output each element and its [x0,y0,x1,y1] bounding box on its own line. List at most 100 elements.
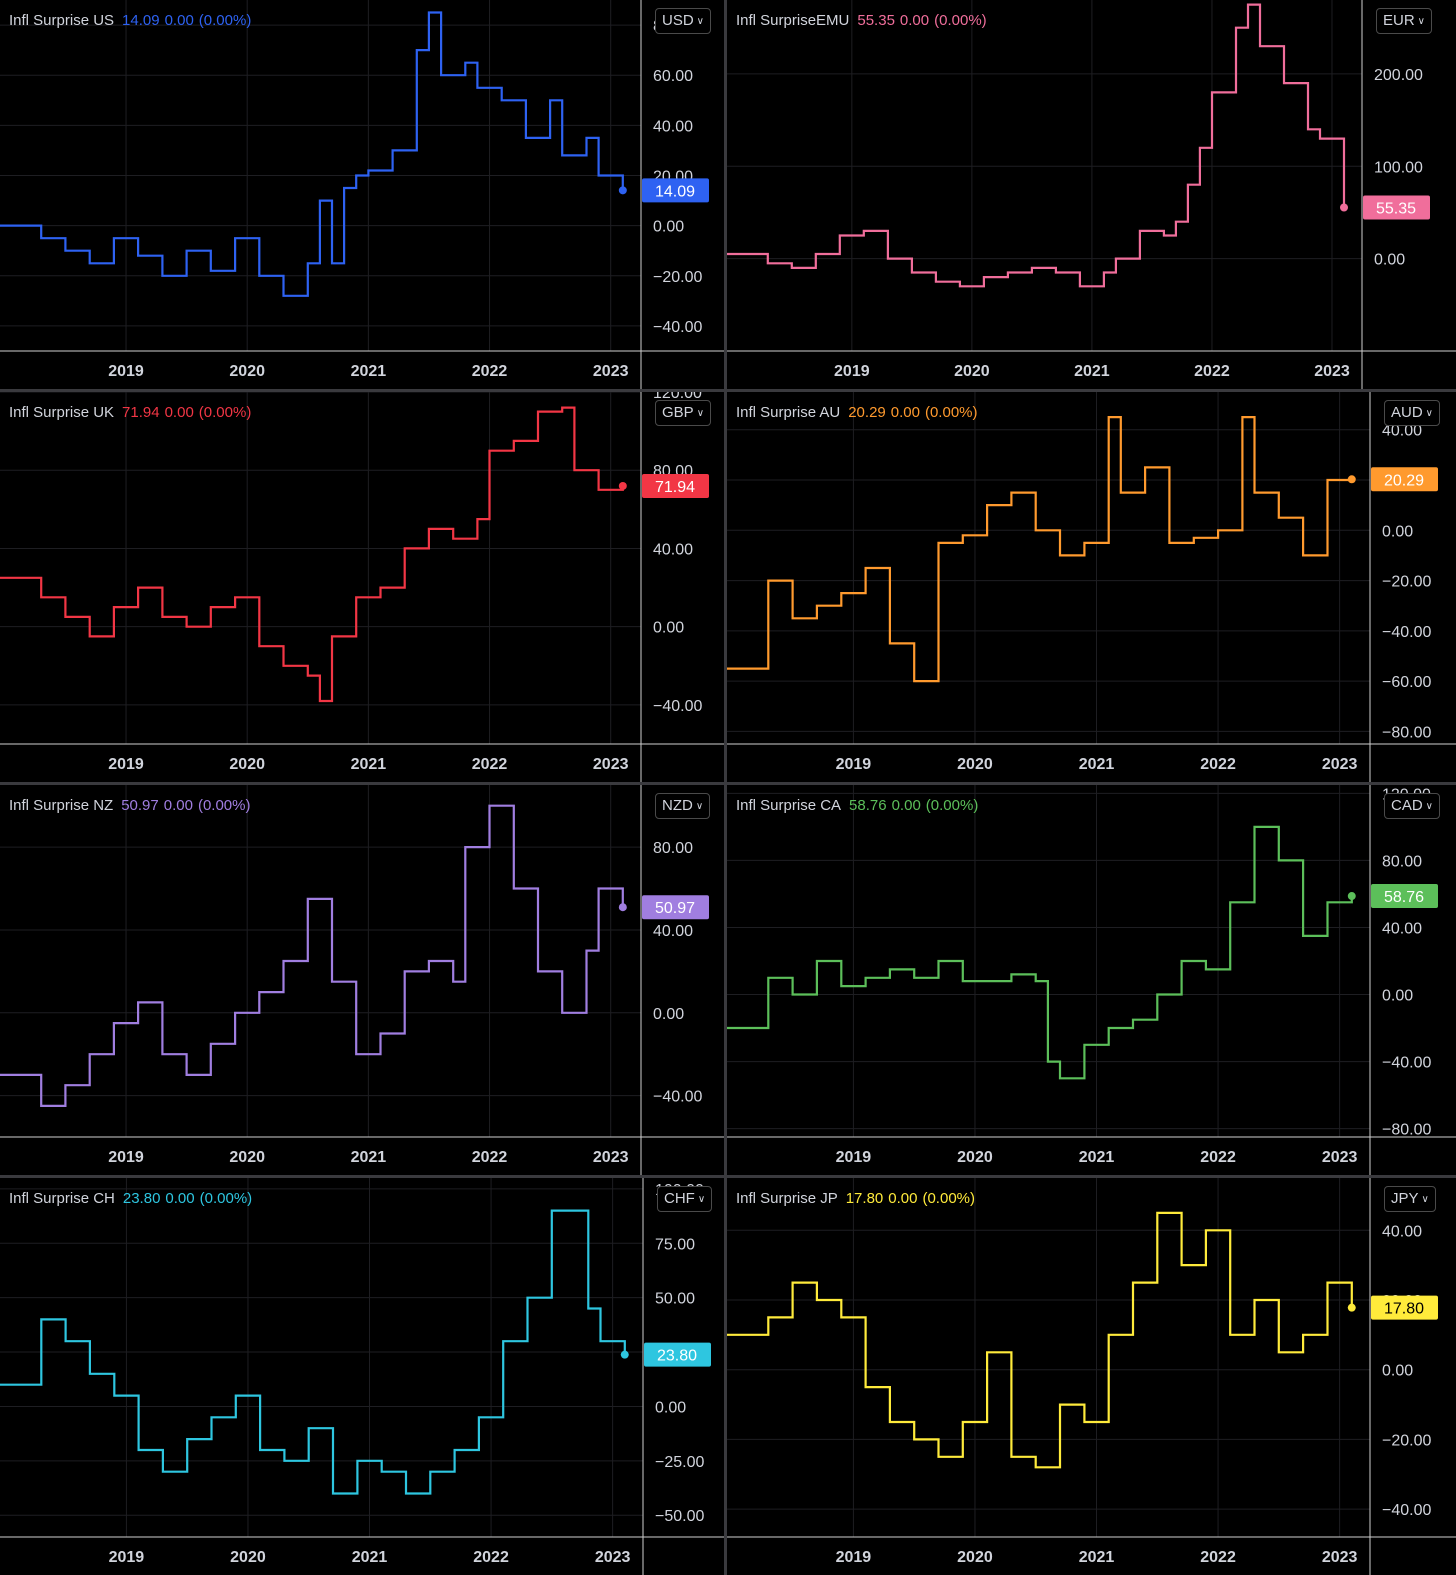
x-tick-label: 2023 [593,756,629,773]
currency-selector-chf[interactable]: CHF ∨ [657,1186,713,1212]
chevron-down-icon: ∨ [697,1194,706,1205]
legend-change-pct: (0.00%) [197,797,251,814]
y-tick-label: 40.00 [653,541,693,558]
y-tick-label: −40.00 [1382,624,1431,641]
legend-change: 0.00 [899,12,930,29]
legend-symbol: Infl Surprise AU [736,404,841,421]
price-label-chf: 23.80 [644,1342,711,1367]
chart-panel-gbp: 120.00 80.00 40.00 0.00 −40.00 2019 2020 2021 20… [0,392,724,782]
x-tick-label: 2021 [1079,756,1115,773]
legend-change: 0.00 [888,1190,918,1207]
legend-change-pct: (0.00%) [925,797,979,814]
currency-selector-nzd[interactable]: NZD ∨ [655,793,711,819]
x-tick-label: 2021 [1079,1149,1115,1166]
x-tick-label: 2021 [351,1149,387,1166]
chart-svg-usd[interactable]: 80.0060.0040.0020.000.00−20.00−40.002019… [0,0,724,389]
legend-symbol: Infl Surprise UK [9,404,115,421]
y-tick-label: −40.00 [1382,1502,1431,1519]
currency-label: AUD [1391,404,1423,421]
legend-jpy: Infl Surprise JP 17.80 0.00 (0.00%) [736,1190,980,1207]
currency-selector-eur[interactable]: EUR ∨ [1376,8,1432,34]
chart-svg-aud[interactable]: 40.0020.000.00−20.00−40.00−60.00−80.0020… [727,392,1456,782]
y-tick-label: −40.00 [653,1089,702,1106]
legend-symbol: Infl Surprise NZ [9,797,114,814]
x-tick-label: 2023 [1322,1549,1358,1566]
y-tick-label: 40.00 [1382,423,1422,440]
x-tick-label: 2022 [1200,1549,1236,1566]
x-tick-label: 2023 [1314,363,1350,380]
chevron-down-icon: ∨ [1417,16,1425,27]
chart-svg-nzd[interactable]: 80.00 40.00 0.00 −40.00 2019 2020 2021 2022 2023… [0,785,724,1175]
price-label-jpy: 17.80 [1371,1295,1438,1320]
chart-svg-chf[interactable]: 100.0075.0050.0025.000.00−25.00−50.00201… [0,1178,724,1575]
x-tick-label: 2021 [351,363,387,380]
currency-selector-cad[interactable]: CAD ∨ [1384,793,1440,819]
legend-symbol: Infl SurpriseEMU [736,12,850,29]
currency-label: CHF [664,1190,695,1207]
y-tick-label: −40.00 [653,698,702,715]
chevron-down-icon: ∨ [1421,1194,1429,1205]
currency-label: CAD [1391,797,1423,814]
x-tick-label: 2019 [836,1149,872,1166]
currency-selector-aud[interactable]: AUD ∨ [1384,400,1440,426]
y-tick-label: −20.00 [1382,574,1431,591]
y-tick-label: 0.00 [1374,252,1405,269]
legend-change: 0.00 [891,797,921,814]
chart-svg-jpy[interactable]: 40.0020.000.00−20.00−40.0020192020202120… [727,1178,1456,1575]
y-tick-label: −20.00 [1382,1432,1431,1449]
legend-change: 0.00 [890,404,920,421]
legend-symbol: Infl Surprise CA [736,797,842,814]
x-tick-label: 2019 [108,1149,144,1166]
x-tick-label: 2023 [593,1149,629,1166]
currency-selector-gbp[interactable]: GBP ∨ [655,400,712,426]
column-separator [724,0,727,1575]
series-line-nzd [0,804,624,1107]
legend-change-pct: (0.00%) [199,1190,253,1207]
chart-svg-cad[interactable]: 120.0080.0040.000.00−40.00−80.0020192020… [727,785,1456,1175]
row-separator [0,782,1456,785]
last-point-marker [618,903,627,912]
y-tick-label: 75.00 [655,1236,695,1253]
price-label-text: 55.35 [1376,201,1416,218]
last-point-marker [1339,203,1348,212]
x-tick-label: 2020 [957,1149,993,1166]
legend-change: 0.00 [164,404,194,421]
price-label-text: 23.80 [657,1348,697,1365]
chart-panel-jpy: 40.0020.000.00−20.00−40.0020192020202120… [727,1178,1456,1575]
series-line-jpy [727,1211,1353,1469]
chart-panel-aud: 40.0020.000.00−20.00−40.00−60.00−80.0020… [727,392,1456,782]
y-tick-label: 80.00 [653,840,693,857]
legend-value: 55.35 [857,12,895,29]
x-tick-label: 2021 [352,1549,388,1566]
x-tick-label: 2022 [473,1549,509,1566]
legend-value: 20.29 [848,404,886,421]
legend-value: 71.94 [122,404,160,421]
currency-label: EUR [1383,12,1415,29]
x-tick-label: 2019 [836,756,872,773]
chevron-down-icon: ∨ [1425,408,1433,419]
y-tick-label: 100.00 [1374,159,1423,176]
y-tick-label: −20.00 [653,269,702,286]
y-tick-label: 0.00 [1382,988,1413,1005]
y-tick-label: −80.00 [1382,1122,1431,1139]
y-tick-label: 40.00 [653,118,693,135]
x-tick-label: 2021 [1074,363,1110,380]
currency-selector-jpy[interactable]: JPY ∨ [1384,1186,1436,1212]
legend-value: 58.76 [849,797,887,814]
chart-svg-eur[interactable]: 200.00 100.00 0.00 2019 2020 2021 2022 2023 55.3… [727,0,1456,389]
currency-selector-usd[interactable]: USD ∨ [655,8,711,34]
legend-value: 50.97 [121,797,159,814]
y-tick-label: 40.00 [1382,920,1422,937]
legend-cad: Infl Surprise CA 58.76 0.00 (0.00%) [736,797,983,814]
x-tick-label: 2022 [1200,1149,1236,1166]
x-tick-label: 2023 [1322,756,1358,773]
legend-aud: Infl Surprise AU 20.29 0.00 (0.00%) [736,404,983,421]
currency-label: USD [662,12,694,29]
y-tick-label: −60.00 [1382,674,1431,691]
y-tick-label: 0.00 [1382,523,1413,540]
chart-panel-cad: 120.0080.0040.000.00−40.00−80.0020192020… [727,785,1456,1175]
price-label-text: 20.29 [1384,472,1424,489]
legend-change-pct: (0.00%) [934,12,987,29]
price-label-usd: 14.09 [642,178,709,203]
